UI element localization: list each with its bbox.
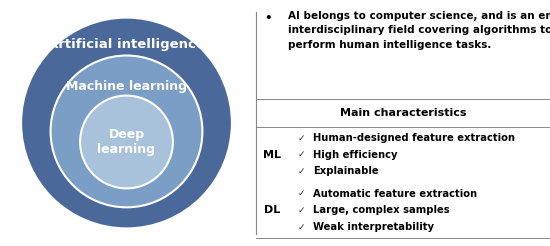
Text: ✓: ✓ bbox=[298, 206, 305, 215]
Text: Human-designed feature extraction: Human-designed feature extraction bbox=[313, 133, 515, 143]
Text: •: • bbox=[265, 12, 272, 25]
Text: ✓: ✓ bbox=[298, 167, 305, 176]
Text: Deep
learning: Deep learning bbox=[97, 128, 156, 156]
Text: ✓: ✓ bbox=[298, 150, 305, 159]
Text: Weak interpretability: Weak interpretability bbox=[313, 222, 434, 232]
Text: Artificial intelligence: Artificial intelligence bbox=[48, 38, 205, 51]
Text: Machine learning: Machine learning bbox=[66, 80, 187, 92]
Text: ✓: ✓ bbox=[298, 134, 305, 143]
Text: DL: DL bbox=[264, 205, 280, 215]
Text: ✓: ✓ bbox=[298, 222, 305, 231]
Circle shape bbox=[80, 96, 173, 188]
Text: ML: ML bbox=[263, 150, 281, 160]
Circle shape bbox=[51, 56, 202, 207]
Circle shape bbox=[21, 17, 232, 229]
Text: High efficiency: High efficiency bbox=[313, 150, 398, 160]
Text: Main characteristics: Main characteristics bbox=[340, 108, 466, 118]
Text: ✓: ✓ bbox=[298, 189, 305, 198]
Text: Automatic feature extraction: Automatic feature extraction bbox=[313, 189, 477, 199]
Text: AI belongs to computer science, and is an emerging
interdisciplinary field cover: AI belongs to computer science, and is a… bbox=[288, 11, 550, 50]
Text: Large, complex samples: Large, complex samples bbox=[313, 205, 450, 215]
Text: Explainable: Explainable bbox=[313, 166, 379, 176]
